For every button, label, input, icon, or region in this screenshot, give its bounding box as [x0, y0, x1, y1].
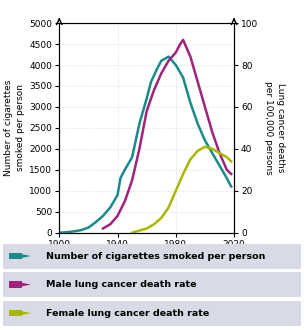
Bar — [3, 301, 301, 325]
Y-axis label: Number of cigarettes
smoked per person: Number of cigarettes smoked per person — [4, 80, 25, 176]
X-axis label: Year: Year — [134, 255, 159, 269]
Bar — [9, 281, 22, 288]
Polygon shape — [22, 254, 31, 258]
Bar — [9, 310, 22, 316]
Bar — [3, 272, 301, 297]
Text: Male lung cancer death rate: Male lung cancer death rate — [46, 280, 196, 289]
Bar — [3, 244, 301, 269]
Text: Female lung cancer death rate: Female lung cancer death rate — [46, 309, 209, 317]
Y-axis label: Lung cancer deaths
per 100,000 persons: Lung cancer deaths per 100,000 persons — [264, 81, 285, 175]
Text: Number of cigarettes smoked per person: Number of cigarettes smoked per person — [46, 251, 265, 261]
Polygon shape — [22, 311, 31, 315]
Bar — [9, 253, 22, 259]
Polygon shape — [22, 283, 31, 286]
